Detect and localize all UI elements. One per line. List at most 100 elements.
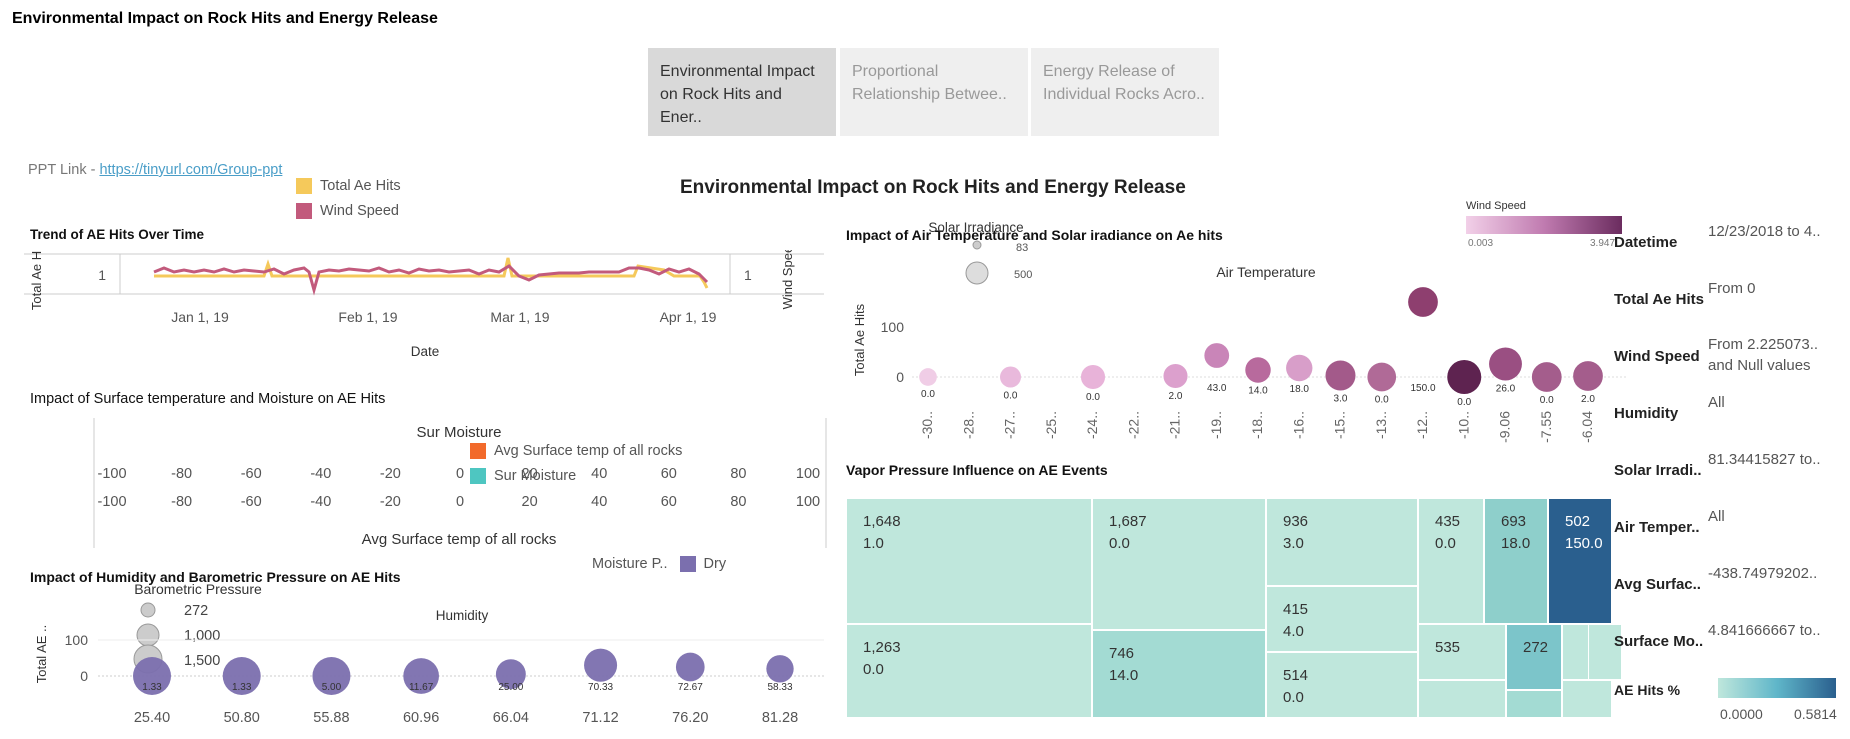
air-x-tick: -18.. — [1249, 411, 1265, 439]
treemap-cell[interactable] — [1588, 624, 1622, 680]
air-bubble-label: 3.0 — [1334, 394, 1348, 405]
air-bubble[interactable] — [1447, 360, 1482, 394]
filter-value-wind-speed[interactable]: From 2.225073.. and Null values — [1708, 336, 1819, 374]
treemap-cell[interactable]: 1,687 0.0 — [1092, 498, 1266, 630]
trend-x-tick: Mar 1, 19 — [490, 309, 549, 325]
surface-bottom-tick: 60 — [661, 494, 677, 510]
treemap-cell[interactable] — [1418, 680, 1506, 718]
trend-right-tick: 1 — [744, 267, 752, 283]
treemap-cell[interactable]: 693 18.0 — [1484, 498, 1548, 624]
treemap-cell[interactable]: 502 150.0 — [1548, 498, 1612, 624]
trend-chart: Total Ae Hits 1 1 Wind Speed Jan 1, 19 F… — [24, 250, 824, 359]
filter-label-datetime: Datetime — [1614, 234, 1678, 251]
surface-top-tick: -100 — [97, 466, 126, 482]
ae-hits-pct-min: 0.0000 — [1720, 706, 1763, 722]
air-x-tick: -10.. — [1455, 411, 1471, 439]
size-legend-circle — [140, 602, 156, 618]
humidity-bubble[interactable] — [766, 655, 794, 683]
trend-plot-area — [119, 253, 731, 295]
trend-right-axis-title: Wind Speed — [780, 250, 795, 309]
air-chart: Solar Irradiance 83 500 Air Temperature … — [852, 220, 1626, 443]
filter-value-total-ae-hits[interactable]: From 0 — [1708, 280, 1756, 297]
trend-title: Trend of AE Hits Over Time — [30, 227, 205, 242]
filter-value-avg-surface[interactable]: -438.74979202.. — [1708, 565, 1818, 582]
air-bubble[interactable] — [1531, 362, 1562, 392]
humidity-bubble[interactable] — [312, 657, 351, 695]
air-bubble[interactable] — [1080, 364, 1106, 390]
treemap-cell[interactable]: 1,263 0.0 — [846, 624, 1092, 718]
air-bubble-label: 2.0 — [1581, 394, 1595, 405]
treemap-cell[interactable] — [1506, 690, 1562, 718]
filter-label-avg-surface: Avg Surfac.. — [1614, 576, 1701, 593]
filter-value-air-temp[interactable]: All — [1708, 508, 1725, 525]
filter-value-humidity[interactable]: All — [1708, 394, 1725, 411]
wind-color-legend-max: 3.947 — [1590, 238, 1616, 249]
moisture-legend-title: Moisture P.. — [592, 556, 668, 572]
tab-environmental-impact[interactable]: Environmental Impact on Rock Hits and En… — [648, 48, 836, 136]
air-bubble[interactable] — [1325, 360, 1356, 391]
humidity-x-tick: 66.04 — [493, 710, 529, 726]
humidity-bubble[interactable] — [222, 657, 261, 695]
legend-swatch — [679, 556, 696, 573]
surface-bottom-tick: 100 — [796, 494, 820, 510]
air-bubble[interactable] — [1000, 366, 1021, 388]
humidity-x-ticks: 25.40 50.80 55.88 60.96 66.04 71.12 76.20 81.28 — [134, 710, 798, 726]
size-legend-circle — [136, 623, 160, 647]
air-bubble[interactable] — [1163, 363, 1188, 389]
humidity-bubble[interactable] — [495, 659, 526, 690]
treemap-cell[interactable]: 415 4.0 — [1266, 586, 1418, 652]
air-axis-title: Air Temperature — [1216, 264, 1316, 280]
air-bubble[interactable] — [1573, 361, 1603, 391]
humidity-bubble[interactable] — [675, 652, 705, 682]
surface-top-tick: -60 — [241, 466, 262, 482]
treemap-cell[interactable] — [1562, 680, 1612, 718]
treemap-cell[interactable]: 1,648 1.0 — [846, 498, 1092, 624]
humidity-bubble[interactable] — [133, 657, 171, 695]
trend-x-axis-title: Date — [411, 344, 440, 359]
tab-energy-release[interactable]: Energy Release of Individual Rocks Acro.… — [1031, 48, 1219, 136]
wind-color-legend-title: Wind Speed — [1466, 200, 1526, 212]
air-bubble[interactable] — [1489, 347, 1522, 381]
air-x-tick: -25.. — [1043, 411, 1059, 439]
air-bubble[interactable] — [919, 368, 937, 386]
air-x-tick: -7.55 — [1538, 411, 1554, 443]
air-bubble[interactable] — [1204, 343, 1230, 368]
filter-value-surface-moisture[interactable]: 4.841666667 to.. — [1708, 622, 1821, 639]
treemap-cell[interactable]: 535 — [1418, 624, 1506, 680]
filter-value-solar[interactable]: 81.34415827 to.. — [1708, 451, 1821, 468]
air-bubble[interactable] — [1367, 362, 1397, 392]
air-bubble-label: 0.0 — [1086, 392, 1100, 403]
air-bubble-label: 2.0 — [1169, 391, 1183, 402]
filter-label-humidity: Humidity — [1614, 405, 1679, 422]
air-bubble[interactable] — [1245, 357, 1271, 383]
treemap-cell[interactable]: 746 14.0 — [1092, 630, 1266, 718]
air-x-tick: -24.. — [1084, 411, 1100, 439]
surface-bottom-tick: -40 — [310, 494, 331, 510]
treemap-cell[interactable]: 936 3.0 — [1266, 498, 1418, 586]
ppt-link-prefix: PPT Link - — [28, 162, 100, 178]
treemap-cell[interactable]: 435 0.0 — [1418, 498, 1484, 624]
air-bubble-label: 0.0 — [1540, 395, 1554, 406]
treemap-cell[interactable]: 514 0.0 — [1266, 652, 1418, 718]
air-x-tick: -13.. — [1373, 411, 1389, 439]
surface-top-tick: 80 — [730, 466, 746, 482]
humidity-bubble-label: 72.67 — [678, 682, 703, 693]
air-bubble[interactable] — [1286, 354, 1313, 382]
filter-label-solar: Solar Irradi.. — [1614, 462, 1702, 479]
tab-proportional-relationship[interactable]: Proportional Relationship Betwee.. — [840, 48, 1028, 136]
humidity-bubble[interactable] — [584, 648, 618, 682]
air-x-tick: -16.. — [1290, 411, 1306, 439]
humidity-title: Impact of Humidity and Barometric Pressu… — [30, 569, 401, 585]
surface-bottom-tick: -20 — [380, 494, 401, 510]
humidity-axis-title: Humidity — [436, 608, 489, 623]
air-y-axis-title: Total Ae Hits — [852, 303, 867, 376]
size-legend-circle — [965, 261, 989, 285]
vapor-title: Vapor Pressure Influence on AE Events — [846, 462, 1108, 478]
air-bubble[interactable] — [1408, 287, 1438, 317]
air-x-tick: -22.. — [1125, 411, 1141, 439]
ppt-link[interactable]: https://tinyurl.com/Group-ppt — [99, 162, 283, 178]
treemap-cell[interactable]: 272 — [1506, 624, 1562, 690]
humidity-bubble[interactable] — [403, 658, 439, 694]
filter-value-datetime[interactable]: 12/23/2018 to 4.. — [1708, 223, 1821, 240]
trend-x-tick: Apr 1, 19 — [660, 309, 717, 325]
